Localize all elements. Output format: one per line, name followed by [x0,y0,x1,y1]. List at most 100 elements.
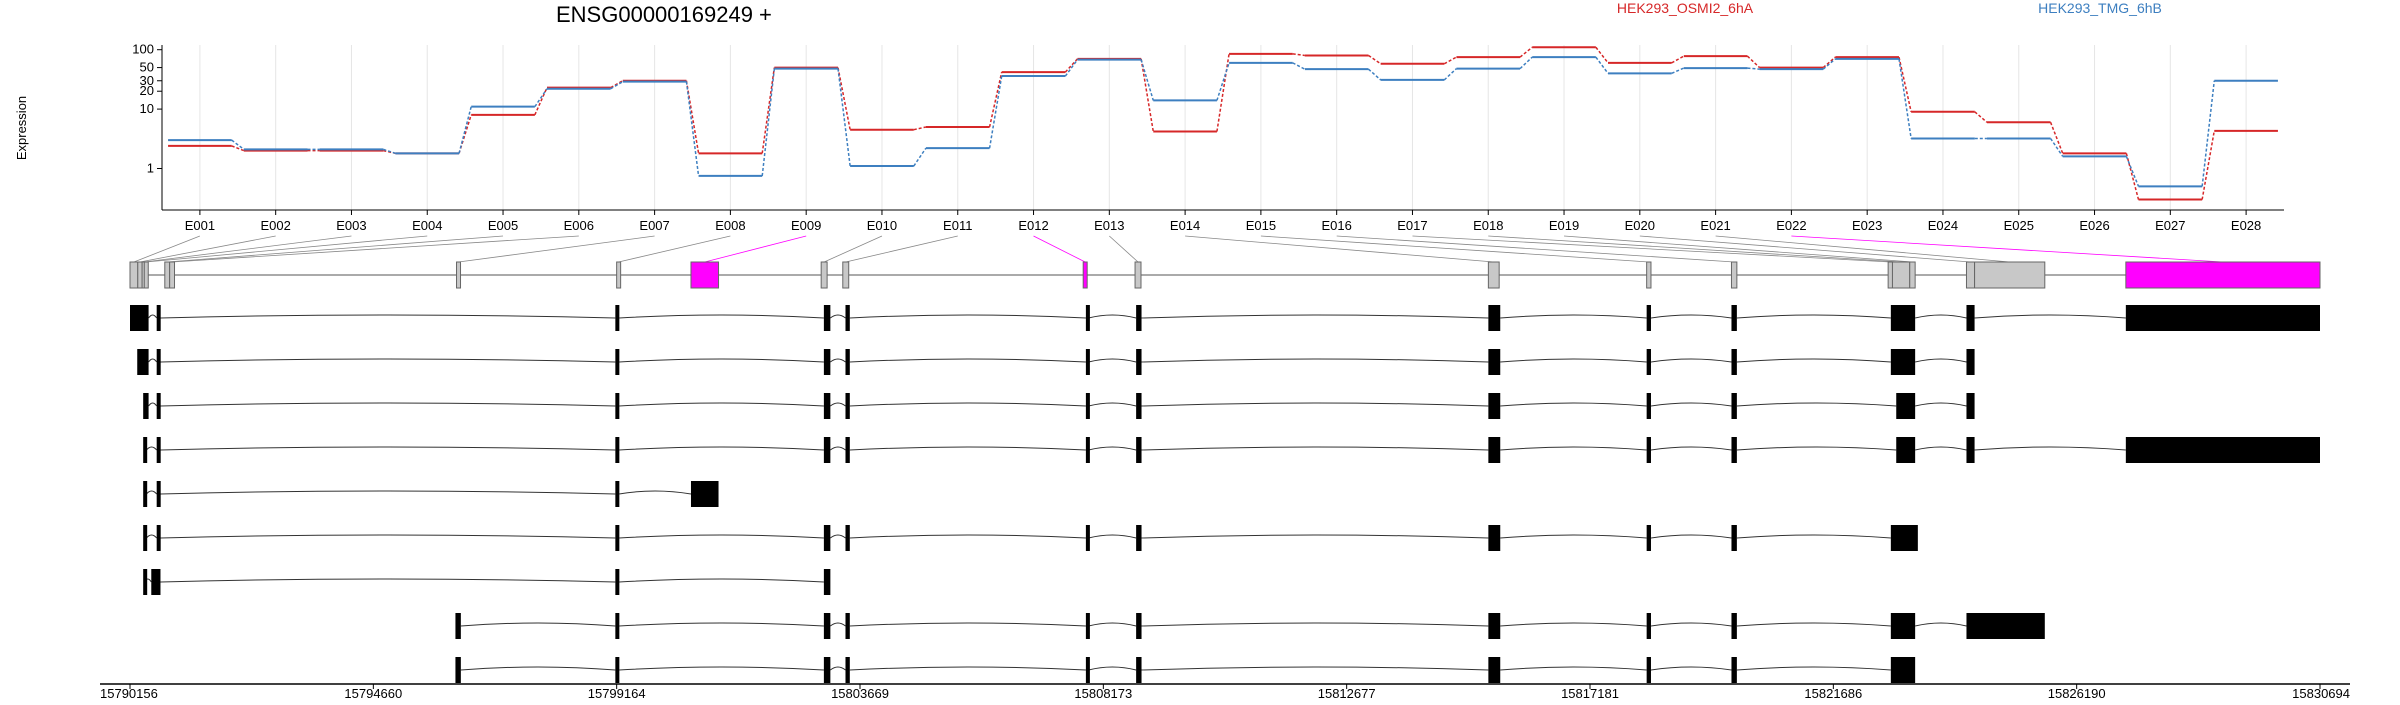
transcript-exon [2125,437,2320,463]
transcript-1 [130,305,2320,331]
transcript-exon [845,437,850,463]
transcript-intron [849,622,1086,627]
transcript-intron [849,314,1086,319]
transcript-intron [1974,446,2126,451]
transcript-intron [1915,314,1967,319]
series-connector [1595,46,1609,64]
transcript-exon [1890,305,1916,331]
transcript-exon [1646,437,1651,463]
transcript-intron [830,666,846,671]
transcript-exon [1890,349,1916,375]
genomic-tick-label: 15821686 [1804,686,1862,700]
series-connector [534,87,548,116]
y-tick-label: 1 [147,160,154,175]
transcript-exon [143,481,148,507]
series-connector [231,139,245,150]
transcript-intron [830,358,846,363]
exon-connector [845,235,958,263]
transcript-intron [1915,402,1967,407]
transcript-exon [823,613,831,639]
transcript-intron [1650,402,1732,407]
transcript-exon [1085,305,1090,331]
transcript-intron [1141,534,1489,539]
exon-E004 [143,261,149,289]
transcript-exon [1731,657,1737,683]
transcript-intron [1736,446,1897,451]
transcript-exon [1136,657,1142,683]
transcript-exon [845,349,850,375]
exon-connector [167,235,504,263]
transcript-exon [1890,525,1918,551]
transcript-intron [160,490,616,495]
series-connector [685,81,700,177]
transcript-intron [148,402,158,407]
transcript-exon [1136,613,1142,639]
transcript-9 [455,657,1916,683]
transcript-exon [615,657,620,683]
transcript-intron [830,446,846,451]
transcript-intron [619,622,824,627]
exon-E001 [129,261,139,289]
exon-E002 [137,261,143,289]
transcript-8 [455,613,2045,639]
transcript-exon [823,305,831,331]
x-tick-label: E004 [412,218,442,233]
transcript-exon [156,481,161,507]
transcript-intron [1088,534,1137,539]
transcript-exon [823,569,831,595]
transcript-exon [143,525,148,551]
transcript-intron [1650,622,1732,627]
exon-connector [1639,235,1971,263]
y-tick-label: 20 [140,83,154,98]
transcript-exon [1646,657,1651,683]
transcript-exon [1731,393,1737,419]
transcript-exon [1488,305,1501,331]
transcript-intron [1500,314,1647,319]
transcript-exon [1085,657,1090,683]
transcript-intron [1736,402,1897,407]
exon-E006 [169,261,176,289]
x-axis: E001 E002 E003 E004 E005 E006 E007 E008 E009 E010… [162,209,2284,233]
transcript-exon [1646,305,1651,331]
x-tick-label: E011 [943,218,972,233]
series-connector [610,80,624,89]
transcript-intron [148,358,158,363]
transcript-intron [1736,534,1891,539]
transcript-intron [1500,534,1647,539]
series-connector [1974,111,1988,123]
transcript-exon [823,437,831,463]
transcript-exon [845,525,850,551]
transcript-exon [1136,305,1142,331]
x-tick-label: E003 [336,218,366,233]
series-2 [168,56,2278,188]
transcript-exon [130,305,149,331]
exon-connector [1488,235,1902,263]
transcript-intron [619,666,824,671]
legend-series-1: HEK293_OSMI2_6hA [1617,0,1754,16]
transcript-exon [1646,393,1651,419]
gene-model [129,261,2321,289]
transcript-intron [146,446,158,451]
transcript-intron [1736,358,1891,363]
series-connector [383,148,396,155]
transcript-intron [1650,358,1732,363]
transcript-exon [615,525,620,551]
transcript-exon [1085,393,1090,419]
series-connector [913,126,927,131]
transcript-intron [160,446,616,451]
transcript-exon [1731,437,1737,463]
genomic-tick-label: 15830694 [2292,686,2350,700]
genomic-tick-label: 15799164 [588,686,646,700]
transcript-intron [619,402,824,407]
series-connector [1140,59,1154,101]
x-tick-label: E007 [639,218,669,233]
series-1 [168,46,2278,201]
transcript-intron [1915,622,1967,627]
x-tick-label: E008 [715,218,745,233]
series-connector [2049,121,2064,154]
genomic-tick-label: 15790156 [100,686,158,700]
transcript-intron [1088,314,1137,319]
grid [199,45,2247,210]
exon-E020 [1965,261,1976,289]
